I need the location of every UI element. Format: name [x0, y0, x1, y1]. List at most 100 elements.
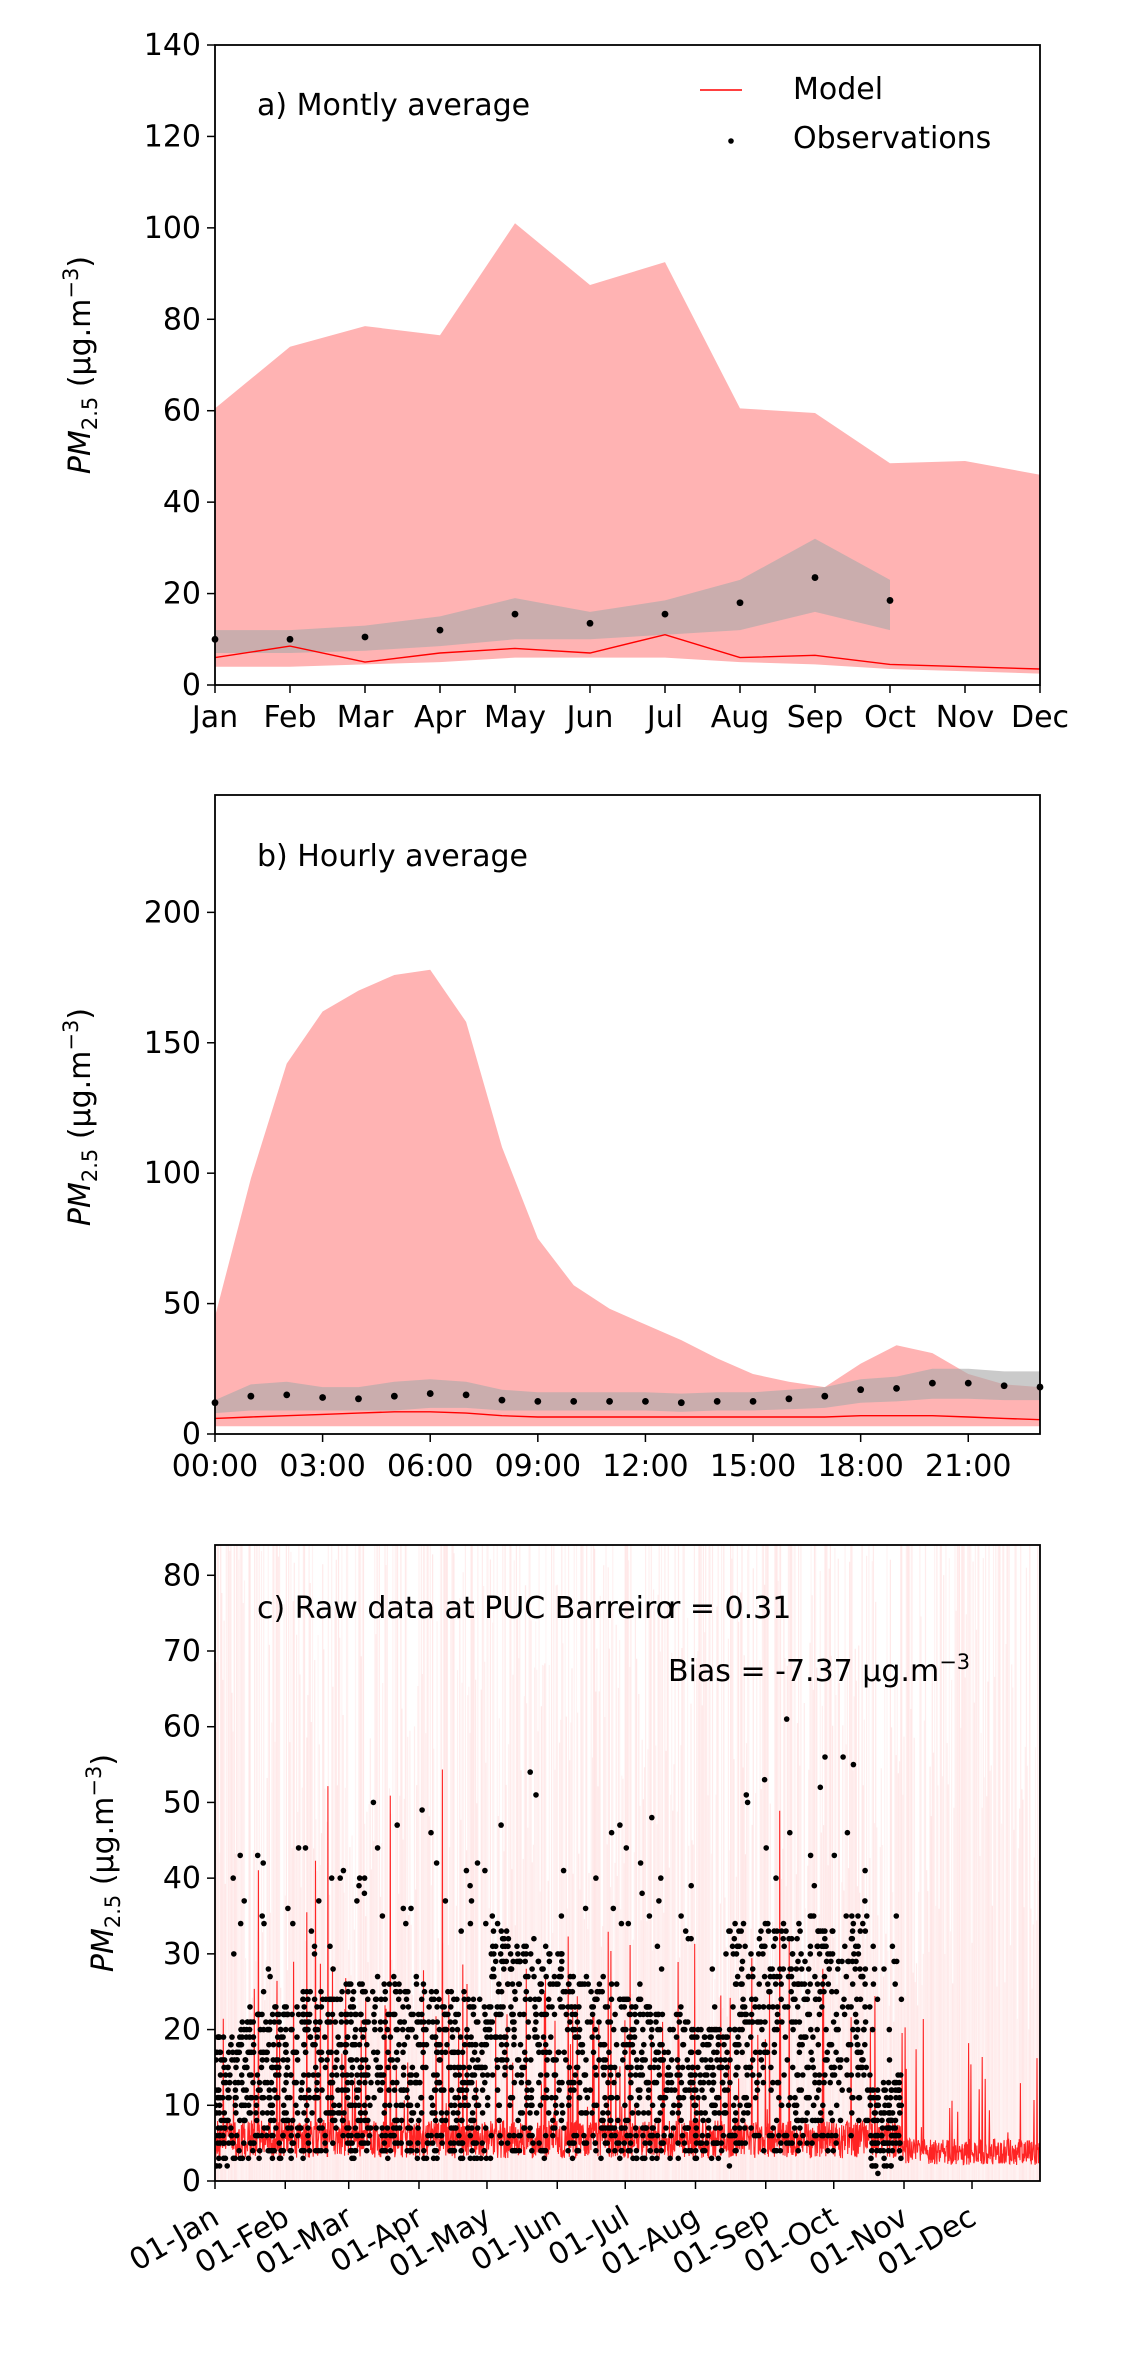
observation-point — [333, 2049, 340, 2056]
observation-point — [680, 2094, 687, 2101]
observation-point — [215, 2094, 221, 2101]
observation-point — [565, 1981, 572, 1987]
observation-point — [653, 2079, 660, 2086]
observation-point — [804, 1996, 811, 2003]
observation-point — [682, 2026, 688, 2033]
observation-point — [401, 2041, 408, 2048]
observation-point — [605, 2147, 612, 2154]
observation-point — [384, 2125, 391, 2131]
observation-point — [306, 2094, 313, 2101]
observation-point — [699, 2057, 705, 2063]
observation-point — [450, 2049, 457, 2056]
observation-point — [352, 2026, 359, 2033]
observation-point — [505, 2026, 511, 2033]
observation-point — [529, 2147, 535, 2154]
observation-point — [848, 2132, 854, 2139]
observation-point — [618, 1920, 625, 1927]
observation-point — [455, 2110, 461, 2116]
observation-point — [677, 2072, 683, 2078]
observation-point — [778, 1996, 784, 2003]
observation-point — [541, 2011, 547, 2018]
observation-point — [872, 2163, 878, 2169]
observation-point — [744, 2072, 750, 2078]
observation-point — [263, 2019, 269, 2025]
observation-point — [515, 1951, 521, 1957]
observation-point — [391, 2087, 398, 2093]
observation-point — [257, 2026, 264, 2033]
observation-point — [642, 1397, 649, 1405]
observation-point — [483, 2155, 490, 2162]
observation-point — [497, 2132, 503, 2139]
observation-point — [281, 2087, 287, 2093]
observation-point — [581, 2140, 588, 2146]
observation-point — [615, 2117, 621, 2124]
y-tick-label: 120 — [144, 119, 201, 154]
observation-point — [475, 2019, 481, 2025]
observation-point — [304, 2011, 311, 2018]
observation-point — [576, 2079, 583, 2086]
observation-point — [311, 1943, 318, 1950]
observation-point — [386, 1981, 393, 1987]
observation-point — [732, 2132, 738, 2139]
observation-point — [649, 2102, 656, 2109]
observation-point — [833, 2102, 840, 2109]
observation-point — [741, 2004, 748, 2010]
observation-point — [754, 2087, 761, 2093]
observation-point — [442, 2026, 449, 2033]
observation-point — [698, 2140, 705, 2146]
observation-point — [508, 2004, 514, 2010]
observation-point — [839, 1958, 845, 1965]
observation-point — [867, 2087, 874, 2093]
observation-point — [349, 2004, 356, 2010]
observation-point — [552, 2072, 559, 2078]
observation-point — [694, 2064, 701, 2071]
observation-point — [330, 2140, 336, 2146]
observation-point — [709, 1966, 716, 1972]
observation-point — [705, 2041, 711, 2048]
observation-point — [700, 2117, 706, 2124]
observation-point — [449, 2147, 455, 2154]
observation-point — [705, 2125, 712, 2131]
observation-point — [862, 2004, 868, 2010]
observation-point — [428, 1988, 435, 1995]
observation-point — [270, 2041, 277, 2048]
observation-point — [508, 2064, 514, 2071]
observation-point — [313, 2094, 320, 2101]
panel-title: b) Hourly average — [257, 839, 528, 874]
observation-point — [566, 2140, 573, 2146]
observation-point — [585, 1981, 591, 1987]
observation-point — [588, 1988, 594, 1995]
observation-point — [842, 1943, 848, 1950]
observation-point — [757, 2049, 763, 2056]
observation-point — [825, 1951, 831, 1957]
observation-point — [540, 2034, 547, 2040]
observation-point — [434, 2019, 441, 2025]
observation-point — [592, 2064, 599, 2071]
observation-point — [735, 2064, 741, 2071]
observation-point — [740, 1996, 746, 2003]
observation-point — [415, 2041, 422, 2048]
observation-point — [833, 2132, 839, 2139]
observation-point — [773, 1875, 779, 1881]
observation-point — [684, 2057, 691, 2063]
observation-point — [761, 1973, 768, 1980]
observation-point — [624, 2117, 631, 2124]
observation-point — [456, 2087, 463, 2093]
observation-point — [685, 2064, 692, 2071]
observation-point — [533, 2019, 539, 2025]
observation-point — [469, 2057, 476, 2063]
observation-point — [241, 1898, 247, 1904]
observation-point — [768, 2087, 774, 2093]
observation-point — [613, 2041, 620, 2048]
observation-point — [777, 2147, 784, 2154]
observation-point — [668, 2057, 675, 2063]
observation-point — [565, 2102, 572, 2109]
observation-point — [765, 1981, 771, 1987]
observation-point — [620, 2041, 627, 2048]
observation-point — [843, 1973, 850, 1980]
observation-point — [674, 2057, 681, 2063]
observation-point — [423, 2026, 429, 2033]
observation-point — [850, 1761, 857, 1768]
observation-point — [889, 1943, 896, 1950]
observation-point — [885, 2147, 892, 2154]
